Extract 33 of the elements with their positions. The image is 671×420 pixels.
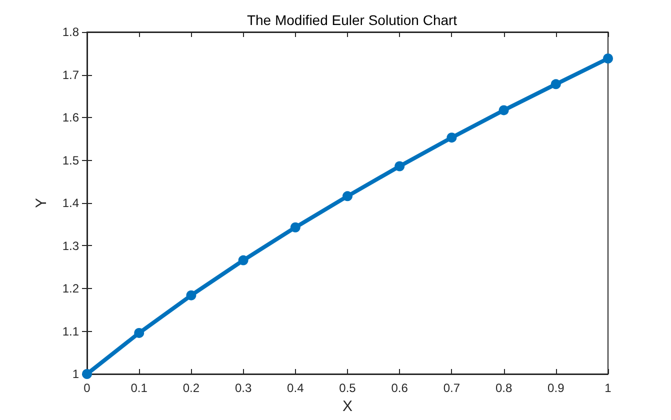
y-tick-label: 1.7 [62,68,80,82]
x-tick-label: 0.4 [287,381,304,395]
y-tick-label: 1 [72,367,80,381]
x-axis-title: X [342,398,353,415]
point [186,290,196,300]
x-tick-label: 0 [84,381,91,395]
point [498,105,509,116]
x-tick-label: 0.7 [443,381,460,395]
x-tick-label: 0.3 [234,381,252,395]
y-tick-label: 1.6 [62,110,80,124]
point [603,54,613,64]
y-tick-label: 1.5 [62,153,80,168]
chart-title: The Modified Euler Solution Chart [246,12,458,28]
x-tick-label: 0.8 [495,381,512,395]
point [342,191,352,202]
x-tick-label: 1 [604,381,612,395]
point [446,132,457,143]
y-tick-label: 1.8 [62,25,80,39]
point [134,328,144,338]
y-axis-title: Y [33,198,50,208]
x-tick-label: 0.2 [182,381,200,395]
x-tick-label: 0.9 [548,381,565,395]
x-tick-label: 0.6 [391,381,408,395]
y-tick-label: 1.3 [62,238,80,253]
y-tick-label: 1.1 [62,324,80,338]
point [290,222,300,232]
point [550,79,561,90]
x-tick-label: 0.1 [130,381,148,395]
point [394,161,405,172]
y-tick-label: 1.4 [62,196,80,210]
y-tick-label: 1.2 [62,282,80,296]
x-tick-label: 0.5 [339,381,356,395]
point [238,255,248,266]
